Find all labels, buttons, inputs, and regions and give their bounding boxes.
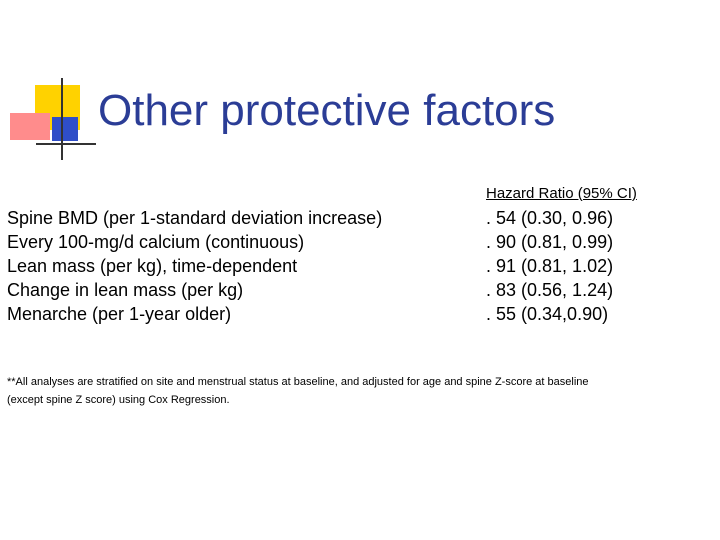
factor-item: Menarche (per 1-year older): [7, 304, 232, 324]
factor-list: Spine BMD (per 1-standard deviation incr…: [7, 206, 382, 326]
logo-horizontal-line: [36, 143, 96, 145]
logo-red-square: [10, 113, 50, 140]
hazard-ratio-value: . 55 (0.34,0.90): [486, 304, 609, 324]
slide-title: Other protective factors: [98, 86, 556, 135]
factor-item: Every 100-mg/d calcium (continuous): [7, 232, 305, 252]
footnote: **All analyses are stratified on site an…: [7, 373, 715, 409]
hazard-ratio-value: . 83 (0.56, 1.24): [486, 280, 614, 300]
logo-vertical-line: [61, 78, 63, 160]
hazard-ratio-value: . 54 (0.30, 0.96): [486, 208, 614, 228]
logo-blue-square: [52, 117, 78, 141]
hazard-ratio-value: . 91 (0.81, 1.02): [486, 256, 614, 276]
decorative-logo: [0, 0, 100, 170]
footnote-line: (except spine Z score) using Cox Regress…: [7, 394, 230, 406]
hazard-ratio-header: Hazard Ratio (95% CI): [486, 185, 637, 202]
factor-item: Lean mass (per kg), time-dependent: [7, 256, 298, 276]
hazard-ratio-value: . 90 (0.81, 0.99): [486, 232, 614, 252]
factor-item: Spine BMD (per 1-standard deviation incr…: [7, 208, 383, 228]
footnote-line: **All analyses are stratified on site an…: [7, 376, 589, 388]
hazard-ratio-list: . 54 (0.30, 0.96) . 90 (0.81, 0.99) . 91…: [486, 206, 613, 326]
factor-item: Change in lean mass (per kg): [7, 280, 244, 300]
